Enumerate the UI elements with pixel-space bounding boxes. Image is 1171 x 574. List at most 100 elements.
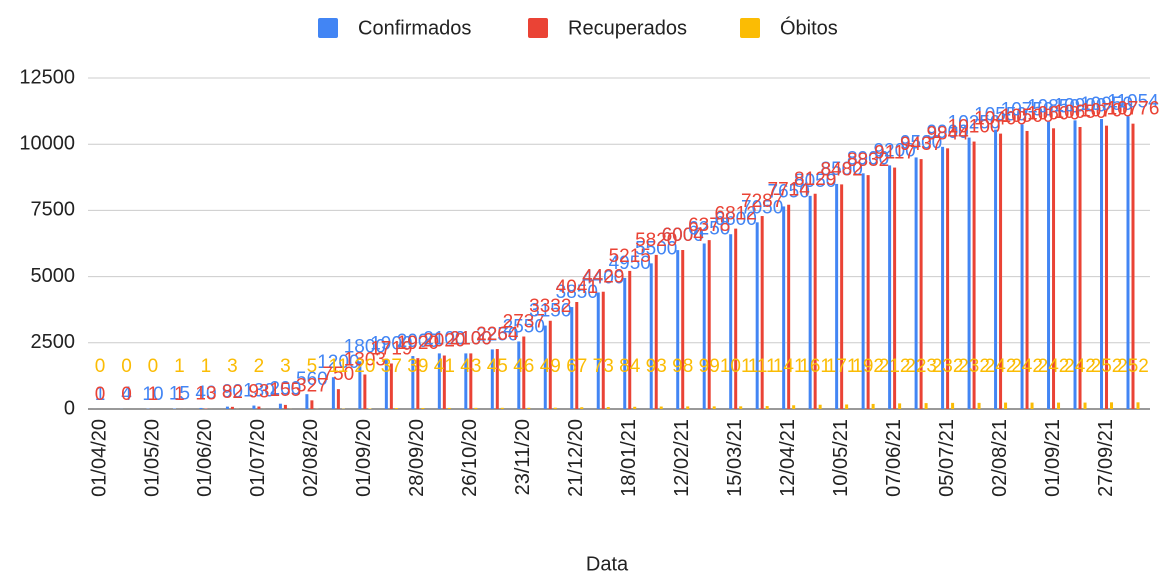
legend-swatch (740, 18, 760, 38)
bar (755, 222, 759, 409)
bar (522, 336, 526, 409)
value-label: 46 (513, 356, 534, 377)
bar (840, 184, 844, 409)
bar (871, 403, 875, 409)
bar (1131, 123, 1135, 409)
bar (252, 405, 256, 409)
bar (421, 407, 425, 409)
x-tick-label: 12/04/21 (777, 419, 799, 497)
bar (310, 400, 314, 409)
value-label: 242 (985, 356, 1017, 377)
bar (596, 292, 600, 409)
bar (230, 406, 234, 409)
value-label: 7287 (741, 191, 783, 212)
bar (437, 353, 441, 409)
bar (659, 406, 663, 409)
bar (548, 320, 552, 409)
bar (278, 403, 282, 409)
bar (924, 403, 928, 409)
value-label: 0 (148, 356, 159, 377)
value-label: 43 (460, 356, 481, 377)
value-label: 1303 (344, 350, 386, 371)
value-label: 4041 (556, 277, 598, 298)
value-label: 10550 (974, 105, 1027, 126)
x-tick-label: 28/09/20 (406, 419, 428, 497)
bar (305, 394, 309, 409)
bar (225, 406, 229, 409)
value-label: 39 (407, 356, 428, 377)
value-label: 7050 (741, 197, 783, 218)
bar (442, 355, 446, 409)
value-label: 252 (1117, 356, 1149, 377)
value-label: 10950 (1080, 94, 1133, 115)
bar (914, 157, 918, 409)
bar (919, 159, 923, 409)
value-label: 3150 (529, 301, 571, 322)
value-label: 90 (222, 382, 243, 403)
bar (813, 193, 817, 409)
value-label: 560 (296, 369, 328, 390)
bar (570, 307, 574, 409)
bar (331, 377, 335, 409)
y-tick-label: 5000 (31, 265, 76, 287)
bar (999, 133, 1003, 409)
value-label: 10650 (1054, 102, 1107, 123)
value-label: 2000 (397, 331, 439, 352)
value-label: 101 (720, 356, 752, 377)
value-label: 130 (243, 381, 275, 402)
value-label: 2264 (476, 324, 519, 345)
bar (1052, 128, 1056, 409)
x-tick-label: 01/06/20 (194, 419, 216, 497)
bar (1073, 120, 1077, 410)
bar (739, 406, 743, 409)
bar (1030, 402, 1034, 409)
bar (967, 137, 971, 409)
value-label: 10750 (1001, 99, 1054, 120)
value-label: 2020 (423, 331, 465, 352)
value-label: 5 (307, 356, 318, 377)
bar (633, 406, 637, 409)
bar (628, 270, 632, 409)
value-label: 10850 (1027, 97, 1080, 118)
value-label: 9900 (926, 122, 968, 143)
x-tick-label: 26/10/20 (459, 419, 481, 497)
bar (553, 407, 557, 409)
legend-swatch (528, 18, 548, 38)
bar (765, 406, 769, 409)
bar (1004, 402, 1008, 409)
bar (1057, 402, 1061, 409)
bar (384, 358, 388, 409)
value-label: 327 (296, 375, 328, 396)
x-tick-label: 23/11/20 (512, 419, 534, 495)
bar (972, 141, 976, 409)
value-label: 20 (354, 356, 375, 377)
x-tick-label: 01/07/20 (247, 419, 269, 497)
value-label: 161 (799, 356, 831, 377)
bar (1025, 130, 1029, 409)
value-label: 7650 (768, 181, 810, 202)
value-label: 11054 (1107, 91, 1159, 112)
value-label: 200 (270, 379, 302, 400)
bar (1078, 126, 1082, 409)
bar (474, 407, 478, 409)
value-label: 0 (95, 384, 106, 405)
value-label: 2100 (450, 328, 492, 349)
value-label: 2550 (503, 316, 545, 337)
bar (527, 407, 531, 409)
value-label: 1900 (370, 334, 412, 355)
value-label: 6250 (688, 219, 730, 240)
value-label: 13 (195, 384, 216, 405)
value-label: 155 (270, 380, 302, 401)
value-label: 252 (1091, 356, 1123, 377)
bar (845, 404, 849, 409)
bar (199, 407, 203, 409)
value-label: 2 (254, 356, 265, 377)
value-label: 8050 (794, 171, 836, 192)
bar (394, 408, 398, 409)
bar (1105, 125, 1109, 409)
value-label: 4429 (582, 267, 624, 288)
value-label: 242 (1064, 356, 1096, 377)
bar (792, 405, 796, 409)
value-label: 10100 (948, 117, 1001, 138)
value-label: 11 (329, 356, 349, 377)
